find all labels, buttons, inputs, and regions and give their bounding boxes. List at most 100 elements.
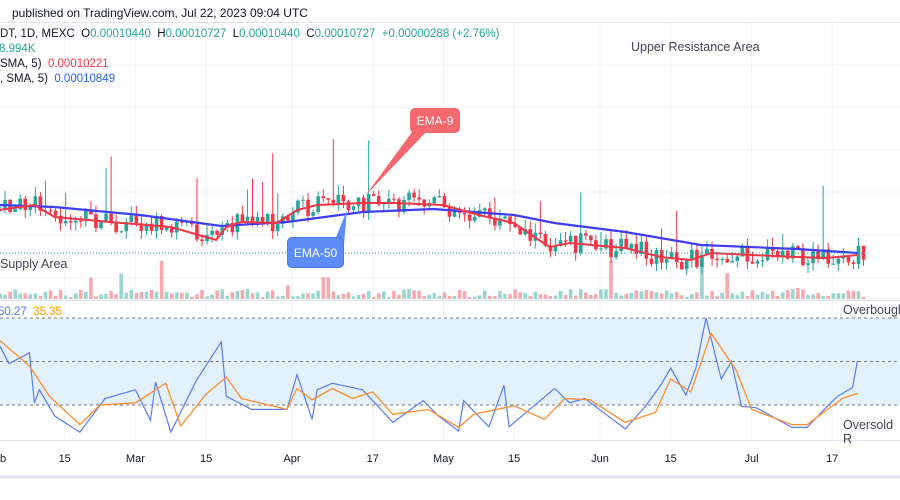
volume-bar — [493, 296, 497, 299]
volume-bar — [397, 294, 401, 299]
candle-body — [129, 215, 134, 222]
ema50-legend-value: 0.00010849 — [54, 73, 116, 85]
volume-bar — [270, 290, 275, 299]
volume-bar — [644, 289, 649, 299]
volume-bar — [801, 289, 805, 299]
volume-bar — [250, 293, 255, 299]
ema9-callout: EMA-9 — [410, 108, 460, 133]
volume-bar — [533, 291, 538, 299]
candle-body — [376, 196, 381, 205]
candle-body — [371, 194, 376, 197]
candle-body — [397, 199, 401, 212]
candle-body — [407, 192, 411, 200]
candle-body — [589, 235, 593, 241]
volume-bar — [109, 291, 113, 299]
candle-body — [725, 258, 729, 263]
volume-bar — [770, 290, 775, 299]
volume-bar — [674, 291, 679, 299]
candle-body — [326, 198, 331, 200]
candle-body — [402, 199, 406, 212]
x-tick-label: 15 — [665, 453, 677, 465]
volume-bar — [624, 293, 628, 299]
ema9-legend: SMA, 5) 0.00010221 — [0, 58, 109, 70]
volume-bar — [38, 295, 43, 299]
volume-bar — [821, 296, 825, 299]
volume-bar — [265, 291, 270, 299]
volume-bar — [306, 293, 310, 299]
volume-bar — [765, 293, 770, 299]
candle-body — [84, 209, 88, 222]
candle-body — [634, 244, 639, 254]
candle-body — [240, 214, 245, 221]
volume-bar — [422, 296, 426, 299]
volume-bar — [720, 292, 724, 299]
candle-body — [159, 215, 164, 231]
candle-body — [134, 215, 139, 224]
volume-bar — [589, 295, 593, 299]
volume-bar — [392, 290, 396, 299]
volume-bar — [134, 293, 139, 299]
candle-body — [538, 232, 543, 235]
candle-body — [629, 244, 634, 249]
volume-bar — [371, 296, 376, 299]
candle-body — [861, 245, 866, 260]
candle-body — [836, 258, 841, 264]
volume-bar — [94, 296, 98, 299]
volume-bar — [730, 293, 735, 299]
volume-bar — [528, 296, 533, 299]
volume-bar — [3, 294, 7, 299]
volume-bar — [417, 291, 421, 299]
volume-bar — [558, 290, 563, 299]
volume-bar — [174, 292, 179, 299]
open-label: O — [81, 28, 91, 40]
candle-body — [432, 197, 437, 204]
volume-bar — [538, 294, 543, 299]
candle-body — [735, 256, 740, 261]
candle-body — [543, 234, 548, 246]
volume-bar — [477, 295, 482, 299]
volume-bar — [164, 291, 169, 299]
candle-body — [255, 216, 260, 225]
candle-body — [477, 210, 482, 217]
volume-bar — [169, 293, 174, 299]
rsi-ma-line — [0, 331, 858, 429]
candle-body — [331, 199, 336, 204]
volume-bar — [523, 292, 527, 299]
candle-body — [361, 197, 366, 213]
volume-bar — [553, 295, 558, 299]
ohlc-legend: DT, 1D, MEXC O0.00010440 H0.00010727 L0.… — [0, 28, 499, 40]
volume-bar — [780, 292, 785, 299]
volume-bar — [245, 289, 250, 299]
volume-bar — [826, 295, 830, 299]
volume-bar — [255, 292, 260, 299]
volume-bar — [180, 292, 184, 299]
oversold-label: Oversold R — [843, 418, 894, 446]
candle-body — [472, 216, 477, 221]
low-label: L — [232, 28, 240, 40]
volume-bar — [483, 290, 487, 299]
volume-bar — [427, 294, 432, 299]
candle-body — [690, 249, 694, 260]
candle-body — [180, 221, 184, 223]
candle-body — [321, 196, 325, 199]
candle-body — [780, 250, 785, 257]
x-tick-label: Jun — [591, 453, 609, 465]
x-tick-label: 17 — [826, 453, 838, 465]
volume-bar — [856, 291, 861, 299]
volume-bar — [58, 290, 63, 299]
volume-bar — [361, 293, 366, 299]
candle-body — [508, 216, 512, 225]
rsi-ma-legend-value: 35.35 — [33, 306, 62, 318]
ema9-legend-value: 0.00010221 — [47, 58, 109, 70]
candle-body — [548, 245, 553, 252]
volume-bar — [649, 290, 654, 299]
candle-body — [604, 239, 608, 249]
candle-body — [669, 252, 674, 260]
candle-body — [796, 246, 800, 249]
volume-bar — [452, 296, 457, 299]
candle-body — [619, 238, 623, 252]
volume-bar — [376, 293, 381, 299]
volume-bar — [412, 290, 416, 299]
volume-value: 8.994K — [0, 43, 36, 55]
